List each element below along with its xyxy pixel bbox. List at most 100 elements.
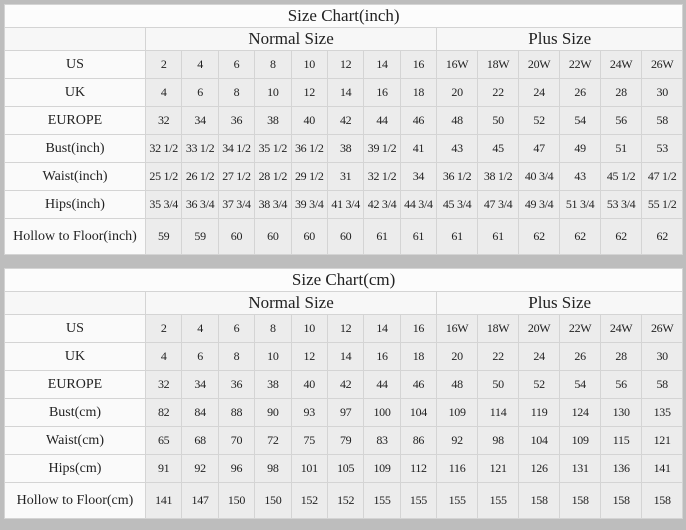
size-cell: 43 <box>559 162 602 191</box>
size-cell: 22 <box>477 78 520 107</box>
size-cell: 38 3/4 <box>254 190 292 219</box>
size-cell: 147 <box>181 482 219 519</box>
size-cell: 4 <box>144 78 183 107</box>
size-cell: 36 <box>217 370 256 399</box>
size-cell: 33 1/2 <box>181 134 219 163</box>
size-cell: 37 3/4 <box>217 190 256 219</box>
row-label: Bust(inch) <box>4 134 146 163</box>
size-cell: 38 1/2 <box>477 162 520 191</box>
size-cell: 25 1/2 <box>144 162 183 191</box>
size-cell: 55 1/2 <box>641 190 684 219</box>
size-cell: 155 <box>436 482 479 519</box>
size-cell: 88 <box>217 398 256 427</box>
size-cell: 58 <box>641 370 684 399</box>
size-cell: 32 1/2 <box>363 162 401 191</box>
size-cell: 8 <box>254 314 292 343</box>
size-cell: 61 <box>363 218 401 255</box>
size-cell: 10 <box>254 78 292 107</box>
size-cell: 8 <box>254 50 292 79</box>
size-cell: 18W <box>477 314 520 343</box>
row-label: Hollow to Floor(inch) <box>4 218 146 255</box>
size-cell: 44 3/4 <box>399 190 438 219</box>
size-cell: 53 3/4 <box>600 190 643 219</box>
size-cell: 10 <box>290 50 328 79</box>
size-cell: 109 <box>559 426 602 455</box>
size-cell: 40 <box>290 106 328 135</box>
size-cell: 62 <box>518 218 561 255</box>
size-cell: 14 <box>326 78 365 107</box>
row-label: Hips(inch) <box>4 190 146 219</box>
table-row: Hips(cm) 91 92 96 98 101 105 109 112 116 121 126 131… <box>4 454 684 483</box>
size-cell: 10 <box>290 314 328 343</box>
size-cell: 54 <box>559 106 602 135</box>
title-row: Size Chart(cm) <box>3 268 684 292</box>
size-cell: 126 <box>518 454 561 483</box>
size-cell: 101 <box>290 454 328 483</box>
size-cell: 24W <box>600 314 643 343</box>
size-cell: 22 <box>477 342 520 371</box>
size-cell: 24 <box>518 78 561 107</box>
row-label: Waist(inch) <box>4 162 146 191</box>
size-cell: 39 1/2 <box>363 134 401 163</box>
size-cell: 158 <box>600 482 643 519</box>
size-cell: 121 <box>477 454 520 483</box>
size-cell: 34 <box>399 162 438 191</box>
size-cell: 42 <box>326 106 365 135</box>
size-cell: 18W <box>477 50 520 79</box>
size-cell: 34 1/2 <box>217 134 256 163</box>
table-row: Waist(inch) 25 1/2 26 1/2 27 1/2 28 1/2 29 1/… <box>4 162 684 191</box>
size-cell: 45 3/4 <box>436 190 479 219</box>
size-cell: 97 <box>326 398 365 427</box>
size-cell: 52 <box>518 106 561 135</box>
size-cell: 47 1/2 <box>641 162 684 191</box>
row-label: UK <box>4 342 146 371</box>
size-cell: 92 <box>181 454 219 483</box>
size-cell: 34 <box>181 370 219 399</box>
size-cell: 152 <box>326 482 365 519</box>
size-cell: 115 <box>600 426 643 455</box>
size-cell: 41 <box>399 134 438 163</box>
size-cell: 46 <box>399 106 438 135</box>
size-cell: 24W <box>600 50 643 79</box>
size-cell: 26 <box>559 78 602 107</box>
size-cell: 104 <box>399 398 438 427</box>
size-cell: 45 1/2 <box>600 162 643 191</box>
size-cell: 32 <box>144 370 183 399</box>
table-row: UK 4 6 8 10 12 14 16 18 20 22 24 26 28 30 <box>4 342 684 371</box>
size-cell: 91 <box>144 454 183 483</box>
size-cell: 59 <box>144 218 183 255</box>
table-row: Bust(cm) 82 84 88 90 93 97 100 104 109 114 119 124 13… <box>4 398 684 427</box>
size-cell: 46 <box>399 370 438 399</box>
size-cell: 16 <box>363 342 401 371</box>
row-label: UK <box>4 78 146 107</box>
size-cell: 20 <box>436 342 479 371</box>
size-cell: 158 <box>559 482 602 519</box>
size-cell: 51 3/4 <box>559 190 602 219</box>
row-label: Hollow to Floor(cm) <box>4 482 146 519</box>
size-table-inch: Size Chart(inch) Normal Size Plus Size US 2 4… <box>3 4 684 255</box>
size-cell: 12 <box>326 50 365 79</box>
row-label: US <box>4 50 146 79</box>
row-label: Hips(cm) <box>4 454 146 483</box>
size-cell: 43 <box>436 134 479 163</box>
size-cell: 130 <box>600 398 643 427</box>
size-cell: 47 <box>518 134 561 163</box>
size-cell: 48 <box>436 370 479 399</box>
table-row: Hips(inch) 35 3/4 36 3/4 37 3/4 38 3/4 39 3/4… <box>4 190 684 219</box>
size-cell: 42 3/4 <box>363 190 401 219</box>
size-cell: 12 <box>326 314 365 343</box>
size-cell: 36 1/2 <box>290 134 328 163</box>
size-cell: 70 <box>217 426 256 455</box>
table-row: Hollow to Floor(cm) 141 147 150 150 152 152 155… <box>4 482 684 519</box>
size-cell: 16 <box>399 50 438 79</box>
size-cell: 27 1/2 <box>217 162 256 191</box>
size-cell: 112 <box>399 454 438 483</box>
size-cell: 38 <box>254 370 292 399</box>
size-cell: 31 <box>326 162 365 191</box>
size-cell: 28 <box>600 342 643 371</box>
size-cell: 47 3/4 <box>477 190 520 219</box>
size-cell: 68 <box>181 426 219 455</box>
size-cell: 62 <box>641 218 684 255</box>
size-cell: 18 <box>399 78 438 107</box>
size-cell: 72 <box>254 426 292 455</box>
